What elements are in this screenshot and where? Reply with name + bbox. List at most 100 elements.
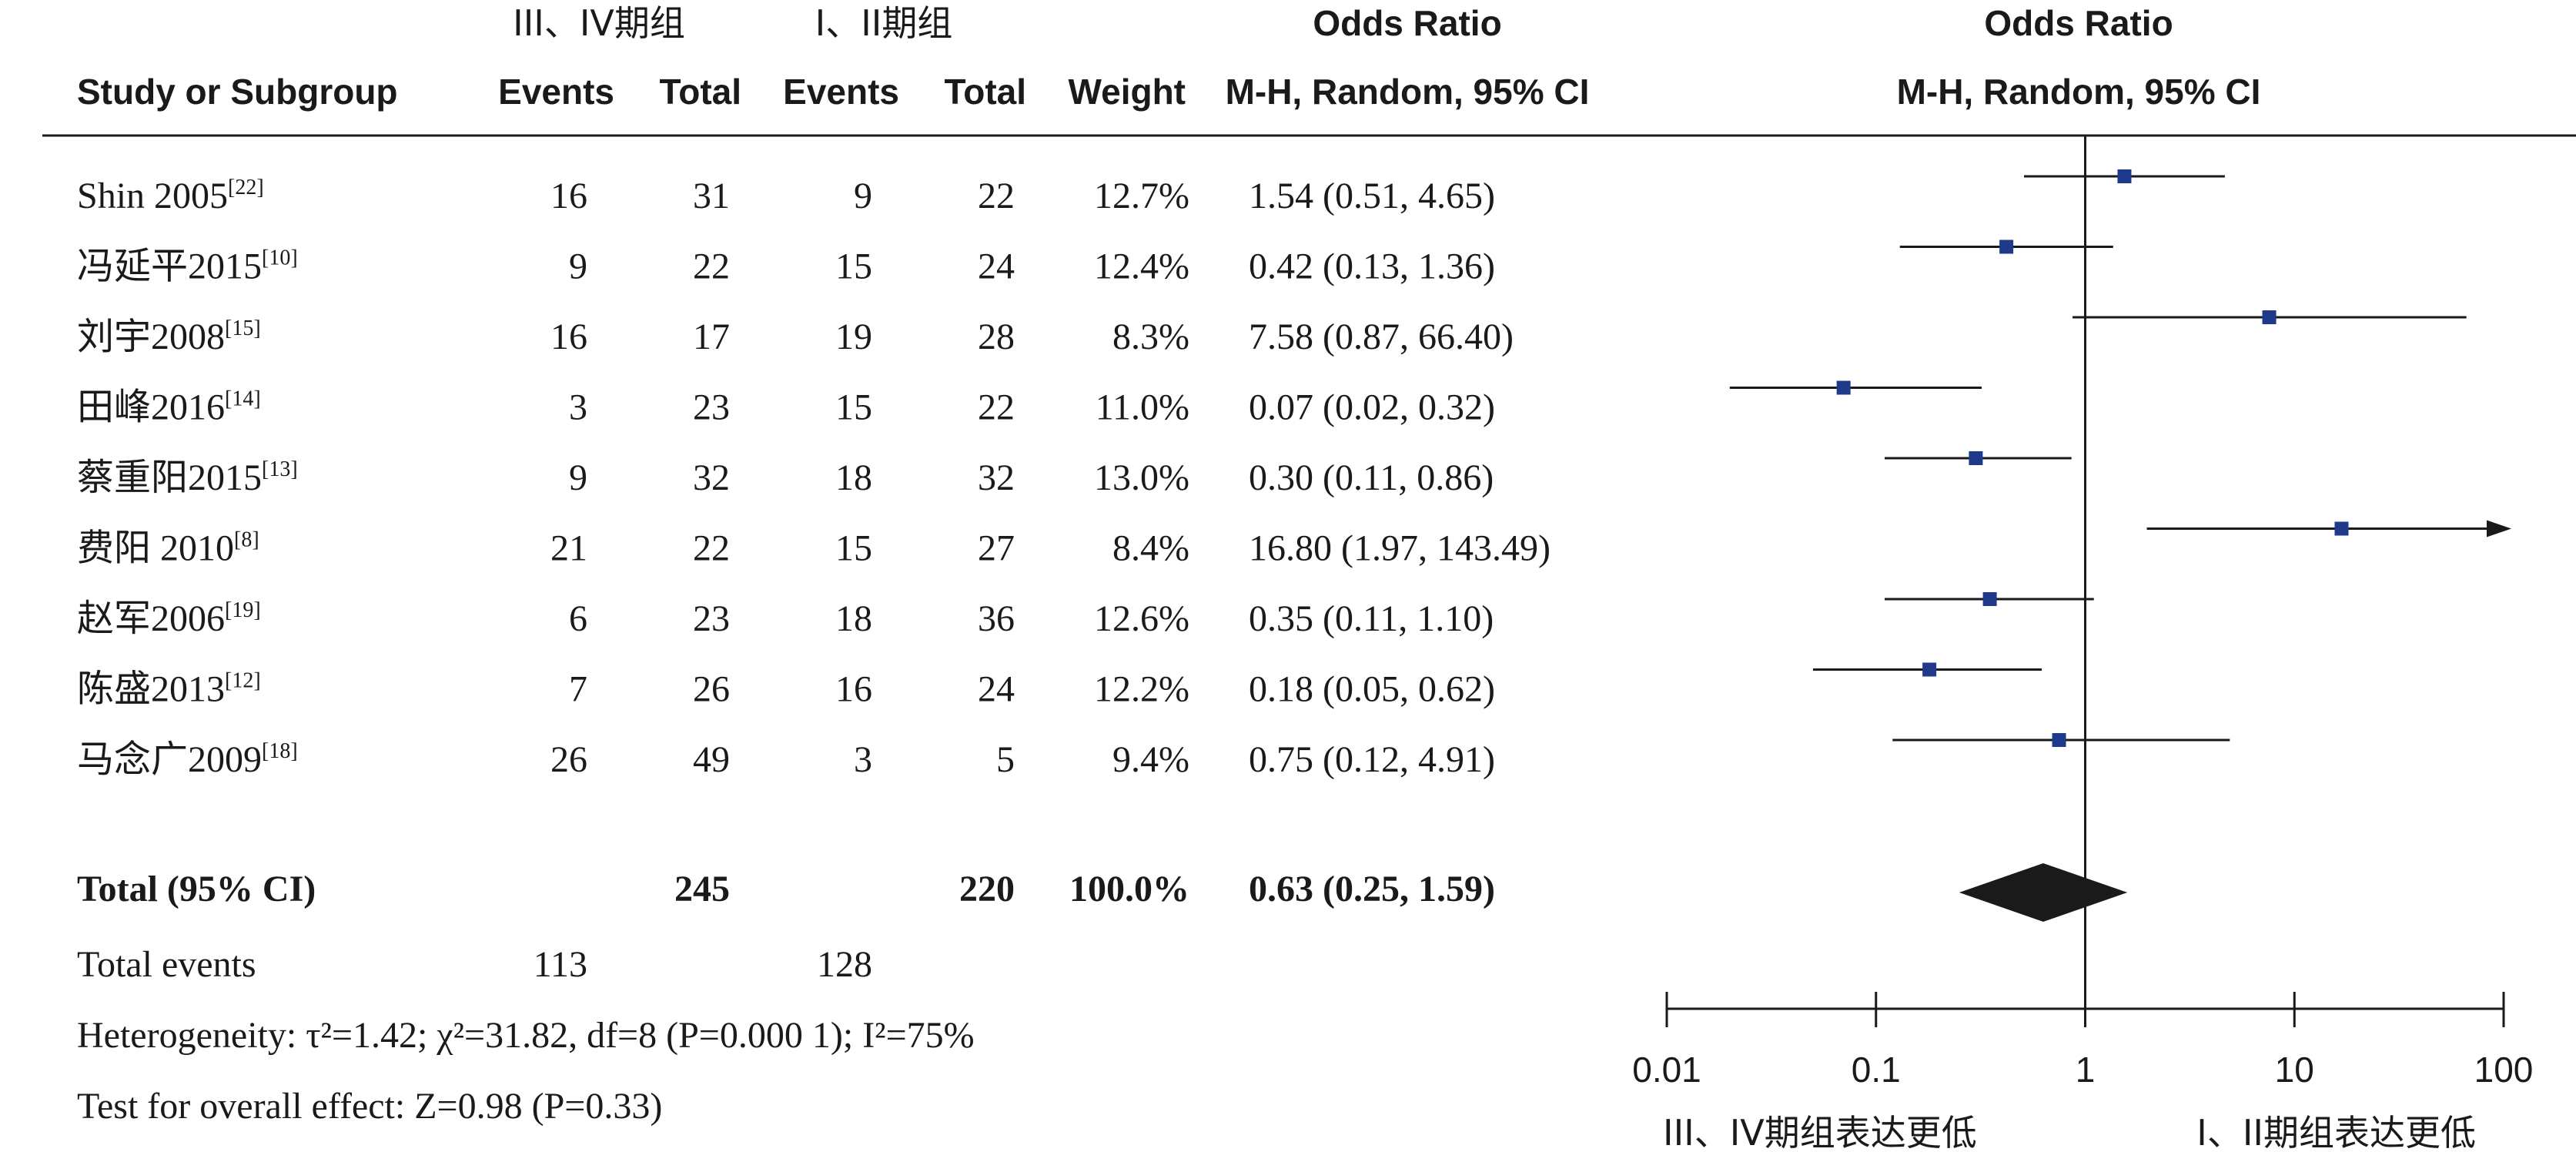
study-e1: 7 — [569, 669, 587, 710]
study-name: Shin 2005[22] — [77, 176, 264, 216]
study-t1: 22 — [693, 528, 730, 569]
favours-left-label: III、IV期组表达更低 — [1663, 1112, 1977, 1152]
study-e2: 16 — [835, 669, 872, 710]
study-e1: 9 — [569, 246, 587, 287]
x-tick-label: 1 — [2076, 1050, 2096, 1090]
study-t2: 5 — [996, 739, 1015, 780]
study-e2: 9 — [854, 176, 872, 216]
study-name: 冯延平2015[10] — [77, 246, 298, 287]
study-t1: 31 — [693, 176, 730, 216]
total-total2: 220 — [959, 869, 1015, 909]
study-t1: 26 — [693, 669, 730, 710]
study-name: 陈盛2013[12] — [77, 669, 261, 710]
total-ci-text: 0.63 (0.25, 1.59) — [1249, 869, 1495, 909]
study-row: 陈盛2013[12] 7 26 16 24 12.2% 0.18 (0.05, 0.62) — [77, 669, 1495, 710]
study-e2: 18 — [835, 598, 872, 639]
study-ci-text: 16.80 (1.97, 143.49) — [1249, 528, 1551, 569]
study-rows: Shin 2005[22] 16 31 9 22 12.7% 1.54 (0.51, 4.6… — [77, 176, 1551, 780]
study-t1: 17 — [693, 316, 730, 357]
study-row: 费阳 2010[8] 21 22 15 27 8.4% 16.80 (1.97, 143.4… — [77, 528, 1551, 569]
total-weight: 100.0% — [1069, 869, 1189, 909]
study-row: 马念广2009[18] 26 49 3 5 9.4% 0.75 (0.12, 4.91) — [77, 739, 1495, 780]
plot-method-header: M-H, Random, 95% CI — [1897, 72, 2261, 112]
study-name: 费阳 2010[8] — [77, 528, 259, 569]
total2-header: Total — [945, 72, 1026, 112]
study-name: 刘宇2008[15] — [77, 316, 261, 357]
study-e1: 16 — [550, 316, 587, 357]
study-e2: 18 — [835, 457, 872, 498]
summary-diamond — [1959, 863, 2128, 922]
study-weight: 9.4% — [1112, 739, 1189, 780]
study-t1: 22 — [693, 246, 730, 287]
study-name: 赵军2006[19] — [77, 598, 261, 639]
study-e2: 3 — [854, 739, 872, 780]
study-point-marker — [1922, 662, 1937, 677]
study-e1: 16 — [550, 176, 587, 216]
x-axis-ticks: 0.01 0.1 1 10 100 — [1632, 992, 2533, 1090]
events1-header: Events — [498, 72, 614, 112]
study-ci-text: 0.18 (0.05, 0.62) — [1249, 669, 1495, 710]
x-tick-label: 100 — [2474, 1050, 2534, 1090]
study-e2: 15 — [835, 246, 872, 287]
study-name: 蔡重阳2015[13] — [77, 457, 298, 498]
study-weight: 12.6% — [1094, 598, 1189, 639]
study-point-marker — [1969, 451, 1983, 465]
study-t1: 49 — [693, 739, 730, 780]
favours-right-label: I、II期组表达更低 — [2196, 1112, 2476, 1152]
weight-header: Weight — [1069, 72, 1186, 112]
study-row: Shin 2005[22] 16 31 9 22 12.7% 1.54 (0.51, 4.6… — [77, 176, 1495, 216]
study-weight: 8.4% — [1112, 528, 1189, 569]
study-point-marker — [2262, 310, 2277, 324]
study-t2: 24 — [978, 669, 1015, 710]
study-row: 刘宇2008[15] 16 17 19 28 8.3% 7.58 (0.87, 66.40) — [77, 316, 1514, 357]
total1-header: Total — [660, 72, 741, 112]
study-t2: 32 — [978, 457, 1015, 498]
study-e1: 9 — [569, 457, 587, 498]
study-ci-text: 0.07 (0.02, 0.32) — [1249, 387, 1495, 428]
study-row: 蔡重阳2015[13] 9 32 18 32 13.0% 0.30 (0.11, 0.86) — [77, 457, 1494, 498]
study-e1: 6 — [569, 598, 587, 639]
total-events-label: Total events — [77, 944, 256, 985]
study-e2: 15 — [835, 387, 872, 428]
study-weight: 13.0% — [1094, 457, 1189, 498]
or-method-header: M-H, Random, 95% CI — [1226, 72, 1590, 112]
x-tick-label: 0.01 — [1632, 1050, 1701, 1090]
study-t1: 23 — [693, 598, 730, 639]
total-label: Total (95% CI) — [77, 869, 316, 909]
study-e2: 15 — [835, 528, 872, 569]
x-tick-label: 10 — [2275, 1050, 2314, 1090]
study-e1: 21 — [550, 528, 587, 569]
x-tick-label: 0.1 — [1852, 1050, 1901, 1090]
study-point-marker — [1982, 592, 1997, 606]
plot-title: Odds Ratio — [1984, 3, 2173, 43]
study-t2: 24 — [978, 246, 1015, 287]
total-events1: 113 — [534, 944, 587, 985]
events2-header: Events — [783, 72, 899, 112]
ci-arrow-icon — [2487, 520, 2511, 537]
study-weight: 8.3% — [1112, 316, 1189, 357]
study-point-marker — [2052, 733, 2066, 747]
study-name: 田峰2016[14] — [77, 387, 261, 428]
study-point-marker — [1999, 239, 2014, 254]
study-t1: 32 — [693, 457, 730, 498]
study-t2: 22 — [978, 387, 1015, 428]
study-ci-text: 0.42 (0.13, 1.36) — [1249, 246, 1495, 287]
study-ci-text: 0.35 (0.11, 1.10) — [1249, 598, 1494, 639]
study-weight: 12.4% — [1094, 246, 1189, 287]
study-e1: 26 — [550, 739, 587, 780]
total-total1: 245 — [674, 869, 730, 909]
study-row: 冯延平2015[10] 9 22 15 24 12.4% 0.42 (0.13, 1.36) — [77, 246, 1495, 287]
study-e2: 19 — [835, 316, 872, 357]
study-t2: 28 — [978, 316, 1015, 357]
forest-plot-area: 0.01 0.1 1 10 100 — [1632, 136, 2533, 1090]
study-weight: 12.2% — [1094, 669, 1189, 710]
study-name: 马念广2009[18] — [77, 739, 298, 780]
study-column-header: Study or Subgroup — [77, 72, 398, 112]
study-point-marker — [2334, 521, 2349, 536]
overall-effect-text: Test for overall effect: Z=0.98 (P=0.33) — [77, 1086, 662, 1127]
study-point-marker — [1836, 380, 1851, 395]
study-weight: 11.0% — [1096, 387, 1189, 428]
study-ci-text: 0.30 (0.11, 0.86) — [1249, 457, 1494, 498]
study-t1: 23 — [693, 387, 730, 428]
